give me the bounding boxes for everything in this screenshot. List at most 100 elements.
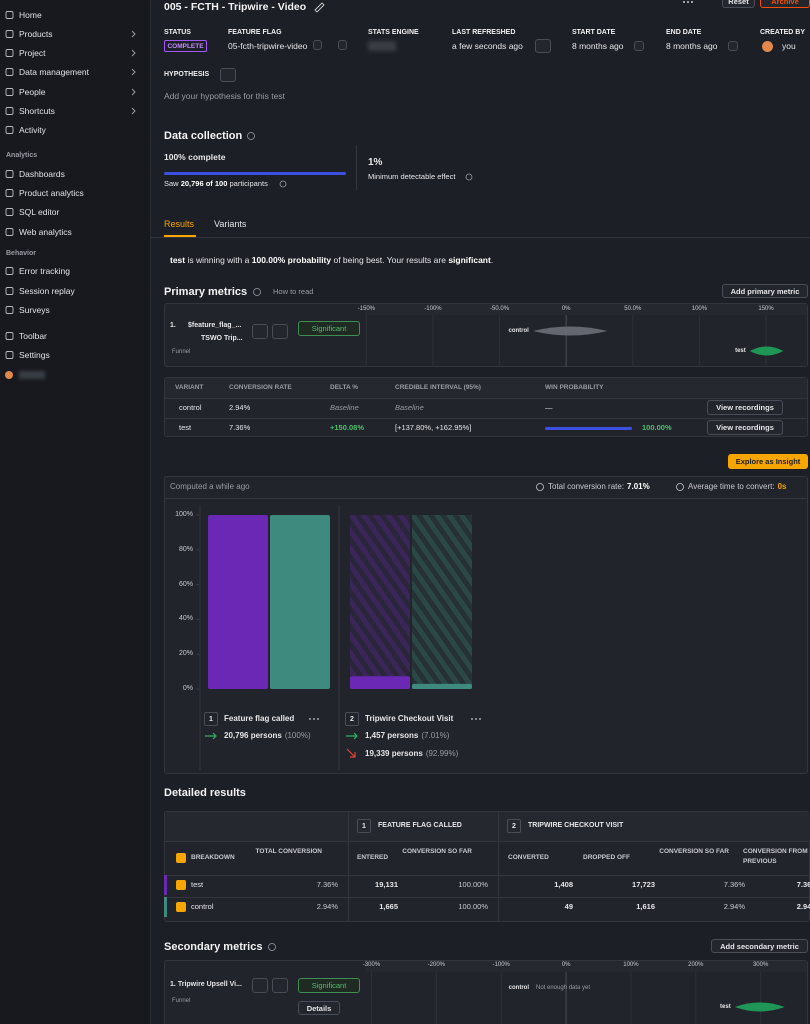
cell: 100.00% (642, 423, 672, 432)
details-button[interactable]: Details (298, 1001, 340, 1015)
column-header: TOTAL CONVERSION (255, 848, 322, 855)
view-recordings-button[interactable]: View recordings (707, 400, 783, 415)
total-label: Total conversion rate: (548, 482, 625, 491)
info-label: START DATE (572, 29, 616, 36)
cell: control (179, 403, 202, 412)
view-recordings-button[interactable]: View recordings (707, 420, 783, 435)
nav-item[interactable]: Product analytics (19, 188, 84, 198)
nav-item[interactable]: Error tracking (19, 266, 71, 276)
archive: Archive (771, 0, 799, 6)
icon-button[interactable] (634, 41, 644, 51)
nav-item[interactable]: Activity (19, 125, 46, 135)
archive-button[interactable]: Archive (760, 0, 810, 8)
persons: 19,339 persons (365, 749, 423, 758)
metric-kind: Funnel (172, 349, 191, 355)
computed-note: Computed a while ago (170, 482, 250, 491)
checkbox[interactable] (176, 880, 186, 890)
col-divider (348, 812, 349, 922)
y-tick-label: 100% (175, 511, 193, 518)
nav-item[interactable]: Data management (19, 67, 89, 77)
nav-item[interactable]: Shortcuts (19, 106, 55, 116)
y-tick-label: 40% (178, 615, 193, 623)
nav-item[interactable]: Home (19, 10, 42, 20)
more-icon (687, 1, 689, 3)
section-title: Data collection (164, 130, 243, 142)
edit-icon (314, 2, 325, 13)
explore: Explore as Insight (735, 457, 801, 466)
nav-item[interactable]: SQL editor (19, 207, 60, 217)
icon-button[interactable] (338, 40, 347, 50)
number: 1 (209, 715, 213, 723)
avatar (5, 371, 13, 379)
info-value: 05-fcth-tripwire-video (228, 41, 308, 51)
summary: of being best. Your results are (331, 255, 449, 265)
step-number: 1 (204, 712, 218, 726)
significant-badge[interactable]: Significant (298, 978, 360, 993)
icon-button[interactable] (272, 978, 288, 993)
significant-badge[interactable]: Significant (298, 321, 360, 336)
step-name: Feature flag called (224, 714, 295, 723)
icon-button[interactable] (252, 978, 268, 993)
add-metric-button[interactable]: Add primary metric (722, 284, 808, 298)
text-line: Saw 20,796 of 100 participants (164, 178, 268, 190)
nav-item[interactable]: Settings (19, 350, 50, 360)
blurred-name (19, 371, 45, 379)
nav-item[interactable]: Session replay (19, 286, 75, 296)
nav-item[interactable]: Toolbar (19, 331, 47, 341)
badge: Significant (311, 324, 347, 333)
group-name: TRIPWIRE CHECKOUT VISIT (528, 822, 624, 829)
section-title: Analytics (6, 152, 38, 159)
cell: 2.94% (723, 902, 745, 911)
icon-button[interactable] (728, 41, 738, 51)
x-tick-label: -300% (362, 962, 381, 968)
tab[interactable]: Results (164, 219, 195, 229)
nav-item[interactable]: Surveys (19, 305, 50, 315)
checkbox[interactable] (176, 902, 186, 912)
tab[interactable]: Variants (214, 219, 247, 229)
metric-index: 1. (170, 322, 176, 329)
value: COMPLETE (167, 42, 204, 50)
nav-item[interactable]: Dashboards (19, 169, 65, 179)
tab-divider (151, 237, 810, 238)
cell: 1,665 (379, 902, 398, 911)
text-line: 1. Tripwire Upsell Vi... (170, 979, 242, 991)
column-header: CREDIBLE INTERVAL (95%) (395, 384, 481, 391)
nav-item[interactable]: People (19, 87, 46, 97)
info-icon (268, 943, 276, 951)
cell: 1,408 (554, 880, 573, 889)
row-divider (165, 875, 810, 876)
column-header: DELTA % (330, 384, 359, 391)
explore-button[interactable]: Explore as Insight (728, 454, 808, 469)
icon-button[interactable] (220, 68, 236, 82)
icon-button[interactable] (252, 324, 268, 339)
nav-item[interactable]: Products (19, 29, 53, 39)
share: (7.01%) (421, 731, 450, 740)
icon-button[interactable] (272, 324, 288, 339)
cell: 2.94% (796, 902, 810, 911)
icon-button[interactable] (535, 39, 551, 53)
step-number: 1 (357, 819, 371, 833)
info-label: FEATURE FLAG (228, 29, 282, 36)
checkbox[interactable] (176, 853, 186, 863)
number: 2 (350, 715, 354, 723)
cell: 7.36% (723, 880, 745, 889)
cell: test (179, 423, 192, 432)
avg: 0s (777, 482, 787, 491)
nav-item[interactable]: Project (19, 48, 46, 58)
reset-button[interactable]: Reset (722, 0, 755, 8)
add-metric-button[interactable]: Add secondary metric (711, 939, 808, 953)
info-label: STATUS (164, 29, 191, 36)
link[interactable]: How to read (273, 287, 314, 296)
summary: . (490, 255, 494, 265)
participants: 20,796 of 100 (180, 179, 228, 188)
nav-item[interactable]: Web analytics (19, 227, 72, 237)
step-name: Tripwire Checkout Visit (365, 714, 454, 723)
section-title: Secondary metrics (164, 941, 263, 953)
info-value: a few seconds ago (452, 41, 523, 51)
info-icon (465, 173, 473, 181)
cell: Baseline (395, 403, 424, 412)
icon-button[interactable] (313, 40, 322, 50)
summary: significant (448, 255, 491, 265)
results-header-row (165, 378, 807, 398)
